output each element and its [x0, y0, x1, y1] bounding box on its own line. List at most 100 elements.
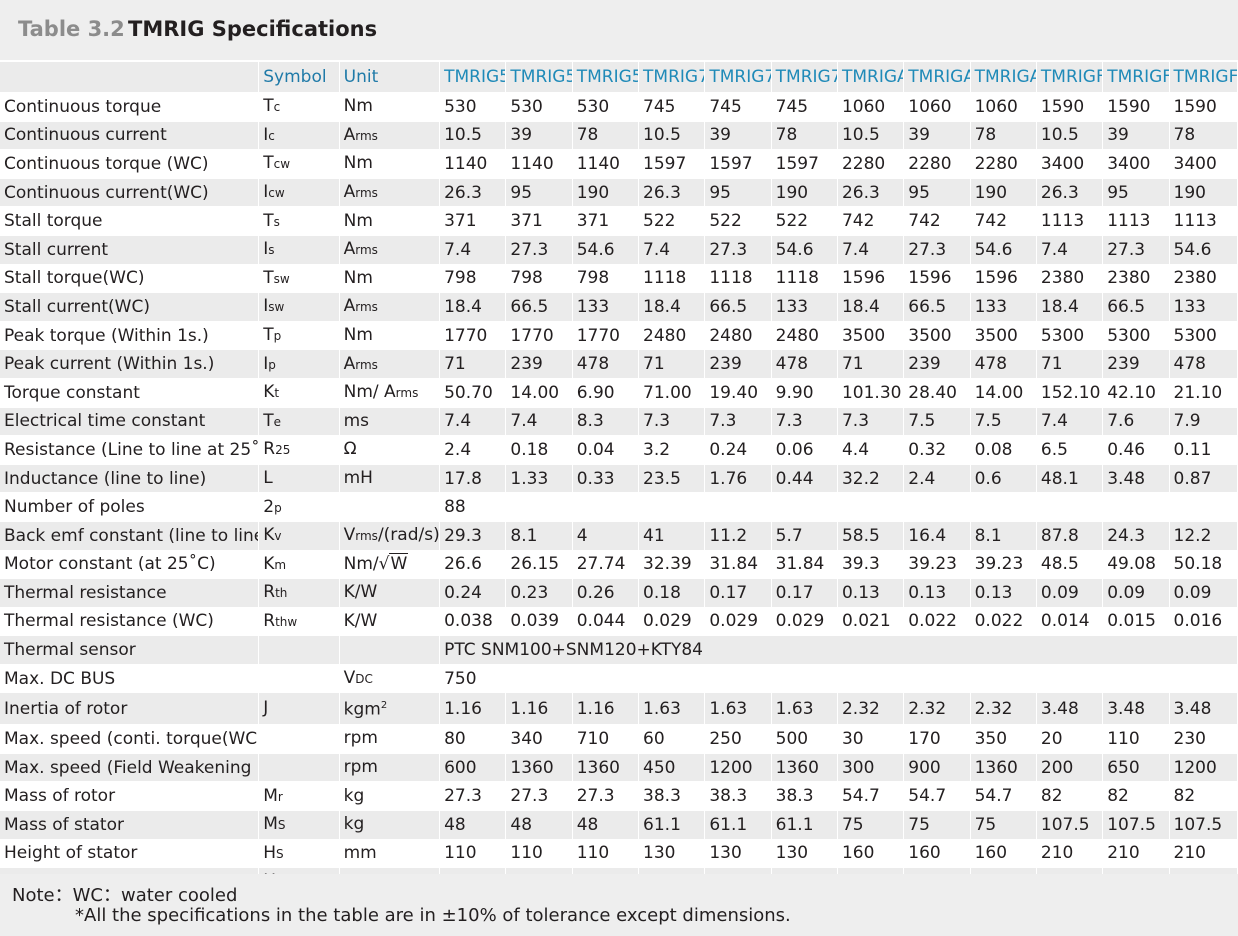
value-cell: 8.3	[572, 407, 640, 437]
value-cell: 1118	[705, 264, 772, 294]
param-name: Continuous torque (WC)	[0, 150, 260, 179]
table-title: TMRIG Specifications	[128, 17, 378, 41]
value-cell: 39.23	[904, 550, 971, 580]
value-cell: 742	[837, 207, 905, 236]
value-cell: 5300	[1103, 321, 1170, 351]
value-cell: 152.10	[1036, 378, 1104, 408]
value-cell: 27.3	[506, 235, 573, 265]
value-cell: 3.48	[1169, 693, 1238, 726]
value-cell: 48	[572, 810, 640, 840]
symbol-main: K	[263, 382, 275, 403]
symbol-subscript: c	[268, 128, 275, 143]
param-name: Continuous torque	[0, 93, 260, 122]
value-cell: 60	[639, 725, 706, 754]
param-unit: kg	[339, 810, 441, 840]
value-cell: 1.16	[572, 693, 640, 726]
value-cell: 14.00	[506, 378, 573, 408]
param-unit: Nm	[339, 321, 441, 351]
value-cell: 110	[572, 839, 640, 869]
symbol-main: R	[263, 439, 276, 460]
table-row: Max. speed (Field Weakening ) rpm 600 1360 1…	[0, 753, 1238, 783]
value-cell: 742	[904, 207, 971, 236]
note-line-2: *All the specifications in the table are…	[75, 905, 791, 926]
unit-main: kgm	[343, 700, 381, 721]
table-row: Max. speed (conti. torque(WC)) rpm 80 340 71…	[0, 725, 1238, 754]
value-cell: 133	[970, 293, 1037, 322]
param-symbol: Icw	[259, 178, 340, 208]
symbol-subscript: p	[268, 357, 276, 372]
param-symbol	[259, 753, 340, 783]
param-symbol: HS	[259, 839, 340, 869]
table-number: Table 3.2	[18, 17, 125, 41]
value-cell: 1596	[970, 264, 1037, 294]
value-cell: 0.09	[1169, 579, 1238, 608]
value-cell: 1.76	[705, 464, 772, 494]
value-cell: 1596	[904, 264, 971, 294]
header-model: TMRIGA-WH	[970, 62, 1037, 93]
header-model: TMRIGF-WD	[1103, 62, 1170, 93]
param-name: Inertia of rotor	[0, 693, 260, 726]
value-cell: 0.23	[506, 579, 573, 608]
value-cell: 4	[572, 521, 640, 551]
value-cell: 18.4	[440, 293, 507, 322]
symbol-main: I	[263, 353, 269, 374]
value-cell: 66.5	[1103, 293, 1170, 322]
value-cell: 0.26	[572, 579, 640, 608]
param-name: Resistance (Line to line at 25˚C)	[0, 436, 260, 465]
param-name: Mass of rotor	[0, 782, 260, 811]
value-cell: 7.3	[837, 407, 905, 437]
value-cell: 900	[904, 753, 971, 783]
value-cell: 54.6	[1169, 235, 1238, 265]
param-unit: Arms	[339, 350, 441, 379]
value-cell: 82	[1036, 782, 1104, 811]
value-cell: 133	[771, 293, 838, 322]
value-cell: 39	[904, 121, 971, 151]
symbol-main: M	[263, 785, 278, 806]
symbol-subscript: sw	[268, 300, 285, 315]
value-cell: 350	[970, 725, 1037, 754]
value-cell: 18.4	[1036, 293, 1104, 322]
value-cell: 2.4	[904, 464, 971, 494]
value-cell: 5300	[1169, 321, 1238, 351]
value-cell: 50.70	[440, 378, 507, 408]
value-cell: 1360	[970, 753, 1037, 783]
value-cell: 0.038	[440, 607, 507, 637]
value-cell: 17.8	[440, 464, 507, 494]
unit-main: Nm/	[343, 553, 379, 574]
header-model: TMRIG5-WD	[506, 62, 573, 93]
param-unit: Arms	[339, 178, 441, 208]
table-row: Continuous torque Tc Nm 530 530 530 745 745 745 1…	[0, 93, 1238, 122]
value-cell: 18.4	[639, 293, 706, 322]
value-cell: 1590	[1036, 93, 1104, 122]
value-cell: 1597	[705, 150, 772, 179]
symbol-subscript: e	[273, 414, 282, 429]
value-cell: 0.039	[506, 607, 573, 637]
value-cell: 38.3	[771, 782, 838, 811]
value-cell: 522	[771, 207, 838, 236]
param-symbol	[259, 725, 340, 754]
value-cell: 7.3	[639, 407, 706, 437]
value-cell: 133	[572, 293, 640, 322]
value-cell: 2280	[970, 150, 1037, 179]
symbol-subscript: cw	[273, 157, 291, 172]
param-unit: kg	[339, 782, 441, 811]
value-cell: 1360	[506, 753, 573, 783]
value-cell: 27.74	[572, 550, 640, 580]
value-cell: 3400	[1103, 150, 1170, 179]
note-line-1: Note：WC：water cooled	[12, 885, 238, 906]
value-cell: 0.04	[572, 436, 640, 465]
value-cell: 7.3	[705, 407, 772, 437]
value-cell: 798	[572, 264, 640, 294]
param-name: Peak current (Within 1s.)	[0, 350, 260, 379]
param-symbol: Mr	[259, 782, 340, 811]
value-cell: 61.1	[771, 810, 838, 840]
value-cell: 78	[771, 121, 838, 151]
value-cell: 2480	[639, 321, 706, 351]
value-cell: 50.18	[1169, 550, 1238, 580]
value-cell: 8.1	[970, 521, 1037, 551]
value-cell: 7.5	[904, 407, 971, 437]
symbol-subscript: sw	[273, 271, 290, 286]
table-row: Mass of stator MS kg 48 48 48 61.1 61.1 61.1 75 75…	[0, 810, 1238, 840]
symbol-subscript: S	[276, 846, 284, 861]
